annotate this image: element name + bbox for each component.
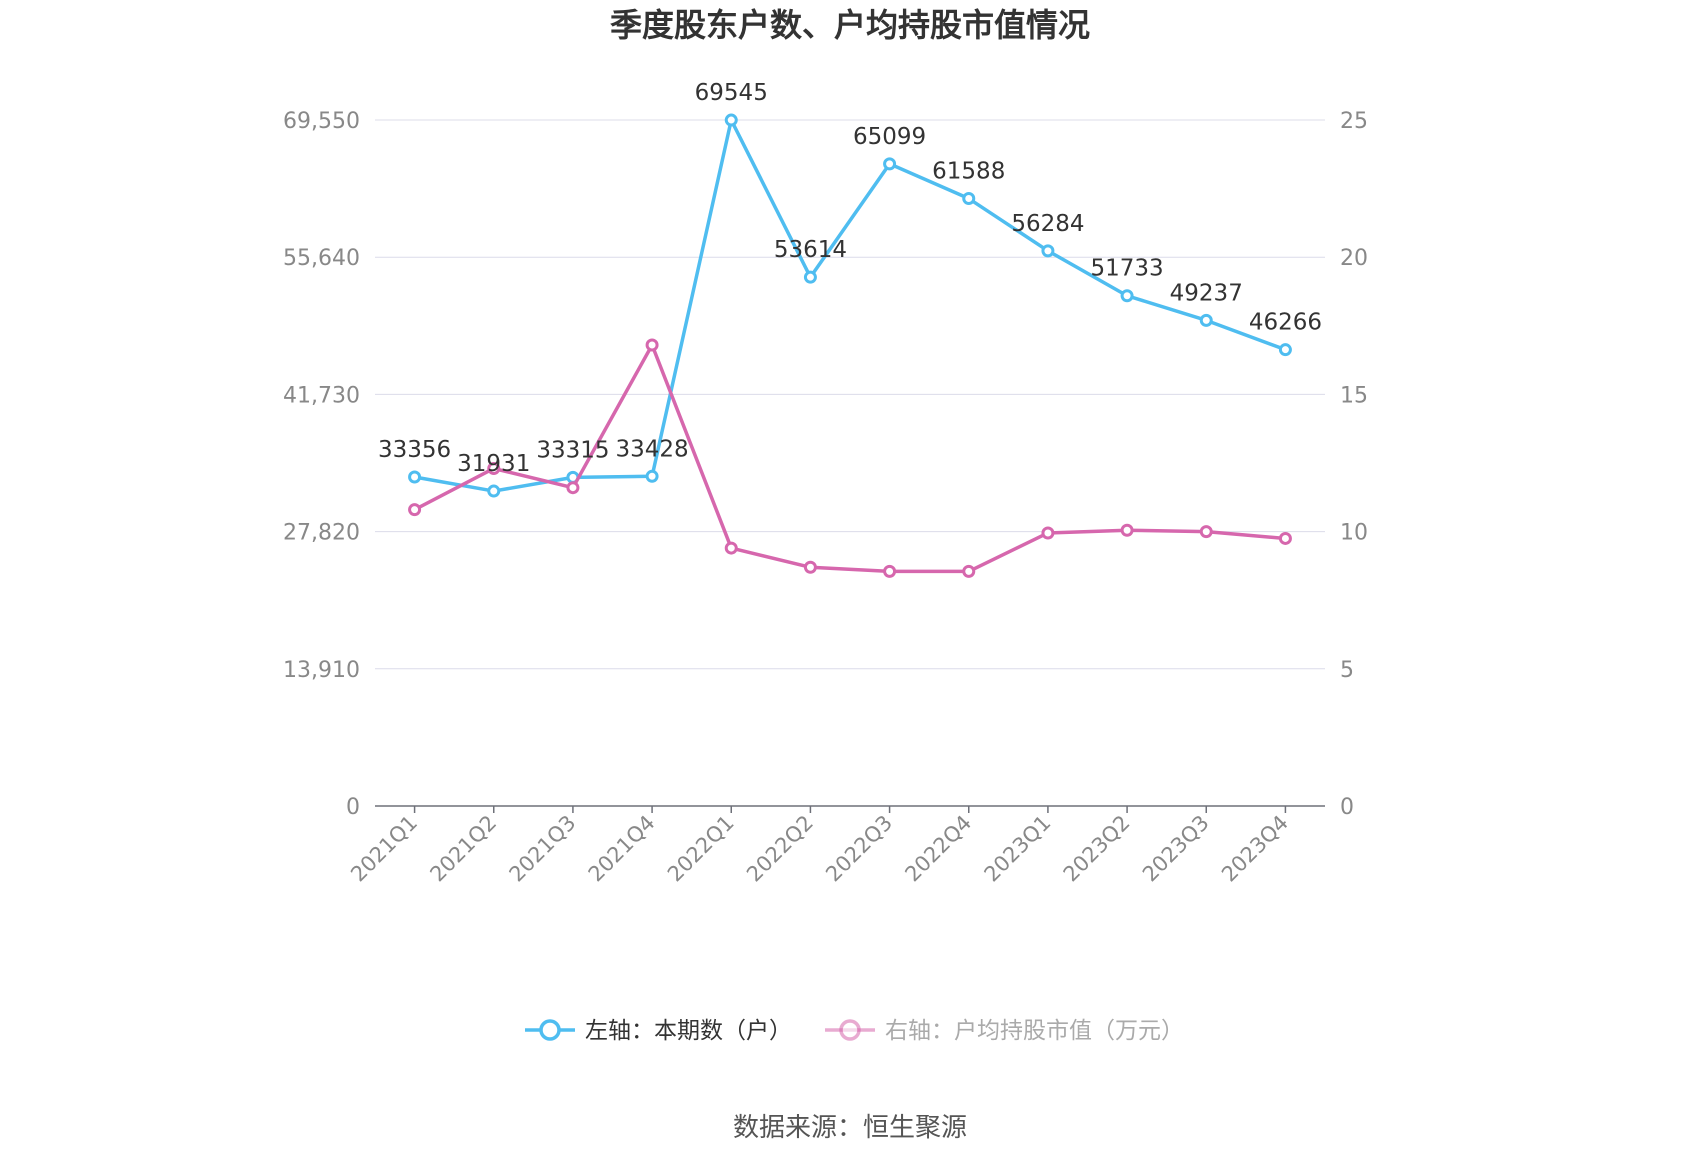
legend-marker bbox=[839, 1019, 861, 1041]
legend: 左轴：本期数（户） 右轴：户均持股市值（万元） bbox=[525, 1018, 1184, 1044]
data-point bbox=[1199, 525, 1213, 539]
data-point bbox=[1278, 531, 1292, 545]
data-point bbox=[724, 113, 738, 127]
data-point bbox=[883, 157, 897, 171]
data-point bbox=[408, 470, 422, 484]
data-point bbox=[645, 469, 659, 483]
left-tick-label: 0 bbox=[346, 795, 360, 820]
grid bbox=[375, 119, 1325, 670]
x-tick-label: 2021Q2 bbox=[425, 811, 501, 887]
x-tick-label: 2021Q4 bbox=[584, 811, 660, 887]
right-tick-label: 10 bbox=[1340, 521, 1368, 546]
x-axis: 2021Q1 2021Q2 2021Q3 2021Q4 2022Q1 2022Q2 2022… bbox=[346, 805, 1325, 887]
x-tick-label: 2023Q1 bbox=[980, 811, 1056, 887]
data-label: 51733 bbox=[1090, 256, 1163, 282]
right-tick-label: 25 bbox=[1340, 109, 1368, 134]
data-point bbox=[487, 461, 501, 475]
left-tick-label: 69,550 bbox=[283, 109, 360, 134]
x-tick-label: 2022Q3 bbox=[821, 811, 897, 887]
chart-title: 季度股东户数、户均持股市值情况 bbox=[610, 6, 1090, 44]
left-tick-label: 27,820 bbox=[283, 521, 360, 546]
series-line-2 bbox=[413, 343, 1286, 574]
data-point bbox=[645, 338, 659, 352]
right-tick-label: 5 bbox=[1340, 658, 1354, 683]
right-tick-label: 20 bbox=[1340, 246, 1368, 271]
legend-item-2: 右轴：户均持股市值（万元） bbox=[825, 1018, 1184, 1044]
data-label: 49237 bbox=[1170, 280, 1243, 306]
data-point bbox=[1041, 526, 1055, 540]
data-point bbox=[1120, 289, 1134, 303]
left-tick-label: 55,640 bbox=[283, 246, 360, 271]
data-point bbox=[724, 541, 738, 555]
data-label: 61588 bbox=[932, 159, 1005, 185]
data-point bbox=[962, 192, 976, 206]
source-note: 数据来源：恒生聚源 bbox=[733, 1113, 967, 1143]
left-tick-label: 41,730 bbox=[283, 383, 360, 408]
legend-item-1: 左轴：本期数（户） bbox=[525, 1018, 792, 1044]
data-label: 33428 bbox=[615, 436, 688, 462]
x-tick-label: 2023Q3 bbox=[1138, 811, 1214, 887]
x-tick-label: 2021Q1 bbox=[346, 811, 422, 887]
right-tick-label: 15 bbox=[1340, 383, 1368, 408]
data-point bbox=[1278, 343, 1292, 357]
x-tick-label: 2022Q4 bbox=[900, 811, 976, 887]
right-axis: 0 5 10 15 20 25 bbox=[1340, 109, 1368, 820]
data-label: 53614 bbox=[774, 237, 847, 263]
data-point bbox=[803, 560, 817, 574]
x-tick-label: 2023Q2 bbox=[1059, 811, 1135, 887]
data-point bbox=[962, 564, 976, 578]
series-line-1 bbox=[414, 118, 1287, 493]
legend-label: 左轴：本期数（户） bbox=[585, 1018, 792, 1044]
x-tick-label: 2022Q1 bbox=[663, 811, 739, 887]
x-tick-label: 2022Q2 bbox=[742, 811, 818, 887]
x-tick-label: 2023Q4 bbox=[1217, 811, 1293, 887]
data-point bbox=[883, 564, 897, 578]
left-axis: 0 13,910 27,820 41,730 55,640 69,550 bbox=[283, 109, 360, 820]
legend-label: 右轴：户均持股市值（万元） bbox=[885, 1018, 1184, 1044]
data-point bbox=[1199, 313, 1213, 327]
data-point bbox=[566, 481, 580, 495]
data-point bbox=[1041, 244, 1055, 258]
data-label: 56284 bbox=[1011, 211, 1084, 237]
data-label: 65099 bbox=[853, 124, 926, 150]
series-group bbox=[408, 113, 1292, 578]
data-point bbox=[408, 503, 422, 517]
right-tick-label: 0 bbox=[1340, 795, 1354, 820]
left-tick-label: 13,910 bbox=[283, 658, 360, 683]
data-point bbox=[1120, 523, 1134, 537]
x-tick-label: 2021Q3 bbox=[505, 811, 581, 887]
data-label: 33356 bbox=[378, 437, 451, 463]
data-label: 31931 bbox=[457, 451, 530, 477]
data-point bbox=[487, 484, 501, 498]
legend-marker bbox=[539, 1019, 561, 1041]
data-label: 46266 bbox=[1249, 310, 1322, 336]
data-point bbox=[803, 270, 817, 284]
data-label: 69545 bbox=[695, 80, 768, 106]
data-label: 33315 bbox=[536, 437, 609, 463]
